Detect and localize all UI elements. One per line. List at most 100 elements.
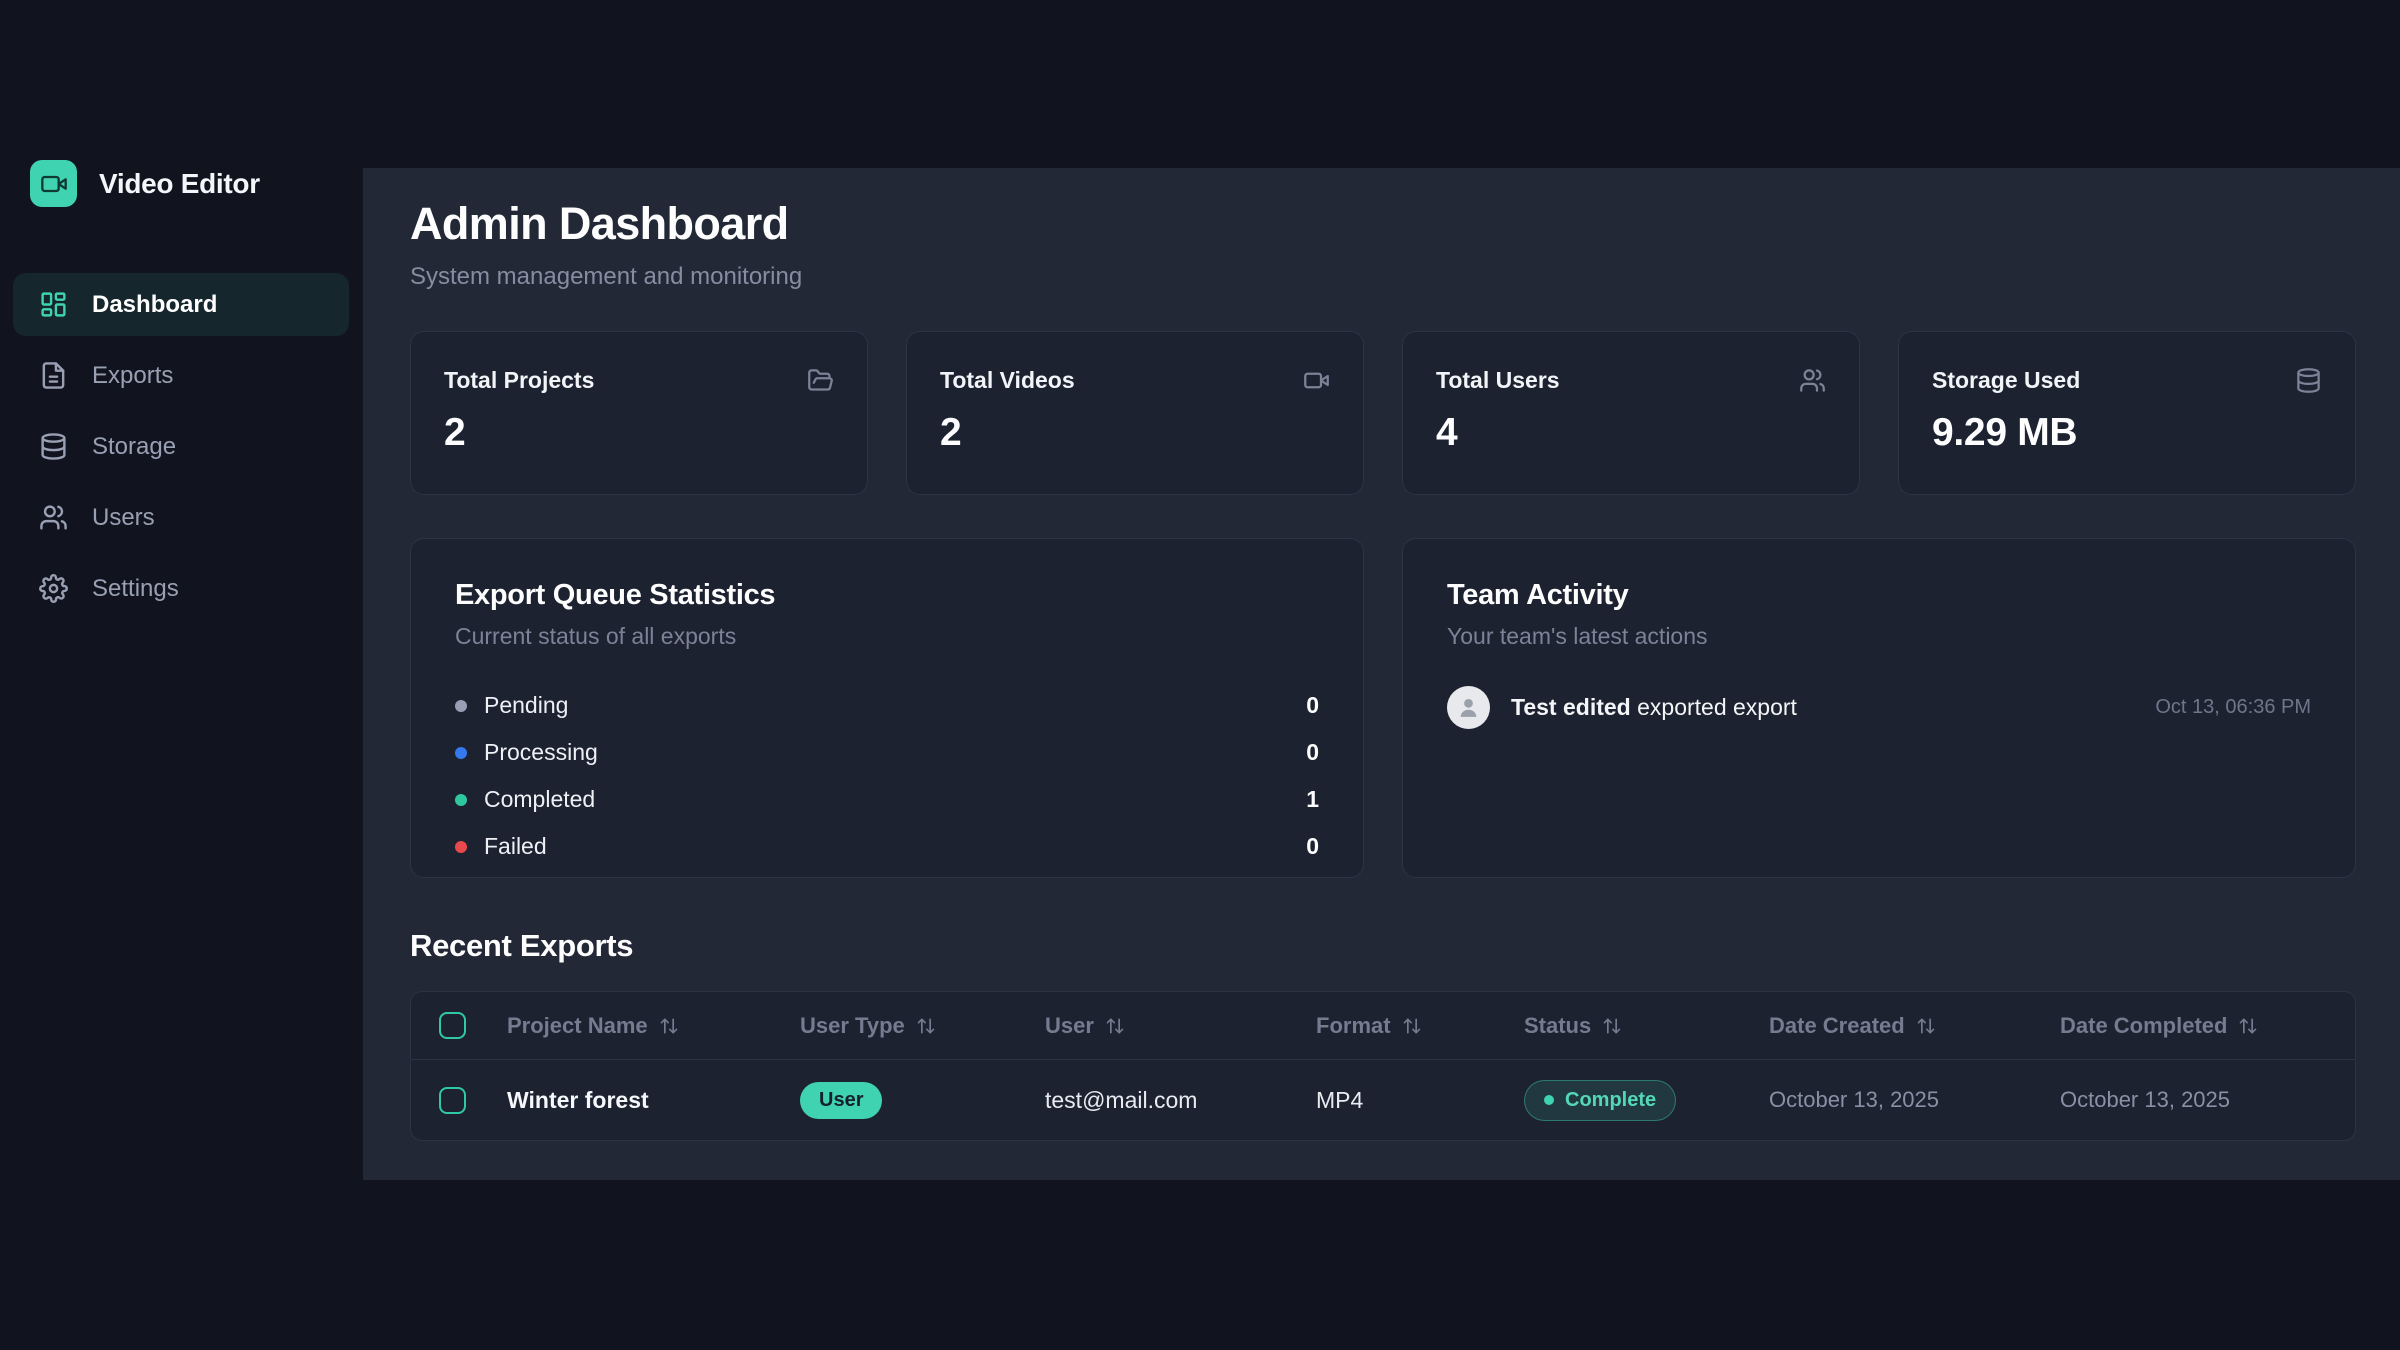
table-header-row: Project Name User Type User Format Statu…	[411, 992, 2355, 1060]
column-header-project-name[interactable]: Project Name	[507, 1013, 800, 1039]
queue-value: 0	[1306, 833, 1319, 859]
sidebar-item-label: Dashboard	[92, 290, 218, 318]
cell-user-type: User	[800, 1081, 1045, 1119]
queue-row-failed: Failed 0	[455, 823, 1319, 870]
queue-label: Processing	[484, 739, 598, 765]
activity-item: Test edited exported export Oct 13, 06:3…	[1447, 686, 2311, 729]
sort-icon	[660, 1017, 677, 1033]
users-icon	[40, 505, 67, 530]
column-header-status[interactable]: Status	[1524, 1013, 1769, 1039]
cell-project-name: Winter forest	[507, 1086, 649, 1113]
sort-icon	[1403, 1017, 1420, 1033]
app-title: Video Editor	[99, 167, 260, 199]
gear-icon	[39, 574, 68, 603]
activity-timestamp: Oct 13, 06:36 PM	[2155, 696, 2311, 718]
sidebar-item-users[interactable]: Users	[13, 486, 349, 549]
stat-value: 2	[940, 411, 962, 454]
column-header-user-type[interactable]: User Type	[800, 1013, 1045, 1039]
recent-exports-table: Project Name User Type User Format Statu…	[410, 991, 2356, 1141]
page-subtitle: System management and monitoring	[410, 263, 803, 290]
sidebar-item-settings[interactable]: Settings	[13, 557, 349, 620]
export-queue-card: Export Queue Statistics Current status o…	[410, 538, 1364, 878]
column-header-user[interactable]: User	[1045, 1013, 1316, 1039]
queue-label: Completed	[484, 786, 596, 812]
app-logo: Video Editor	[30, 160, 260, 207]
cell-status: Complete	[1524, 1079, 1769, 1121]
sort-icon	[1917, 1017, 1935, 1033]
video-camera-icon	[30, 160, 77, 207]
user-type-badge: User	[800, 1081, 883, 1119]
queue-stats-list: Pending 0 Processing 0 Completed 1	[455, 682, 1319, 870]
stat-label: Total Projects	[444, 367, 595, 393]
card-subtitle: Your team's latest actions	[1447, 623, 1708, 649]
queue-row-completed: Completed 1	[455, 776, 1319, 823]
sidebar-item-label: Exports	[92, 361, 174, 389]
card-title: Export Queue Statistics	[455, 579, 776, 611]
queue-label: Pending	[484, 692, 569, 718]
cell-date-completed: October 13, 2025	[2060, 1087, 2231, 1112]
queue-value: 0	[1306, 692, 1319, 718]
database-icon	[41, 433, 66, 460]
stat-cards-row: Total Projects 2 Total Videos 2 Total Us…	[410, 331, 2356, 495]
column-header-format[interactable]: Format	[1316, 1013, 1524, 1039]
recent-exports-title: Recent Exports	[410, 928, 634, 963]
sort-icon	[917, 1017, 935, 1033]
table-row[interactable]: Winter forest User test@mail.com MP4 Com…	[411, 1060, 2355, 1140]
stat-card-total-videos: Total Videos 2	[906, 331, 1364, 495]
middle-cards-row: Export Queue Statistics Current status o…	[410, 538, 2356, 878]
column-header-date-completed[interactable]: Date Completed	[2060, 1013, 2355, 1039]
activity-text: Test edited exported export	[1511, 694, 1797, 721]
queue-value: 0	[1306, 739, 1319, 765]
sidebar: Video Editor Dashboard Exports Storage U…	[0, 0, 363, 1350]
page-title: Admin Dashboard	[410, 198, 789, 249]
stat-value: 2	[444, 411, 466, 454]
pending-dot	[455, 699, 467, 712]
card-title: Team Activity	[1447, 579, 1629, 611]
stat-label: Total Videos	[940, 367, 1075, 393]
completed-dot	[455, 793, 467, 806]
stat-label: Total Users	[1436, 367, 1560, 393]
team-activity-card: Team Activity Your team's latest actions…	[1402, 538, 2356, 878]
card-subtitle: Current status of all exports	[455, 623, 737, 649]
column-header-date-created[interactable]: Date Created	[1769, 1013, 2060, 1039]
cell-format: MP4	[1316, 1086, 1364, 1113]
failed-dot	[455, 840, 467, 853]
stat-value: 4	[1436, 411, 1458, 454]
sidebar-item-storage[interactable]: Storage	[13, 415, 349, 478]
status-badge: Complete	[1524, 1079, 1677, 1121]
stat-card-storage-used: Storage Used 9.29 MB	[1898, 331, 2356, 495]
select-all-checkbox[interactable]	[439, 1012, 466, 1039]
database-icon	[2297, 368, 2320, 393]
video-icon	[1304, 372, 1329, 389]
users-icon	[1800, 369, 1825, 392]
sidebar-nav: Dashboard Exports Storage Users Settings	[13, 273, 349, 628]
sidebar-item-dashboard[interactable]: Dashboard	[13, 273, 349, 336]
row-checkbox[interactable]	[439, 1086, 466, 1114]
sidebar-item-label: Users	[92, 503, 155, 531]
queue-row-pending: Pending 0	[455, 682, 1319, 729]
stat-card-total-projects: Total Projects 2	[410, 331, 868, 495]
sidebar-item-exports[interactable]: Exports	[13, 344, 349, 407]
sidebar-item-label: Storage	[92, 432, 177, 460]
file-text-icon	[42, 362, 65, 389]
cell-user-email: test@mail.com	[1045, 1086, 1198, 1113]
sidebar-item-label: Settings	[92, 574, 179, 602]
queue-row-processing: Processing 0	[455, 729, 1319, 776]
sort-icon	[2240, 1017, 2257, 1033]
queue-label: Failed	[484, 833, 547, 859]
main-content: Admin Dashboard System management and mo…	[363, 168, 2400, 1180]
stat-card-total-users: Total Users 4	[1402, 331, 1860, 495]
activity-actor: Test edited	[1511, 694, 1631, 720]
stat-value: 9.29 MB	[1932, 411, 2078, 454]
person-icon	[1460, 698, 1477, 717]
status-dot	[1544, 1095, 1554, 1105]
avatar	[1447, 686, 1490, 729]
activity-action: exported export	[1630, 694, 1797, 720]
cell-date-created: October 13, 2025	[1769, 1087, 1940, 1112]
sort-icon	[1106, 1017, 1124, 1033]
queue-value: 1	[1306, 786, 1319, 812]
sort-icon	[1603, 1017, 1621, 1033]
layout-dashboard-icon	[41, 292, 66, 317]
stat-label: Storage Used	[1932, 367, 2081, 393]
